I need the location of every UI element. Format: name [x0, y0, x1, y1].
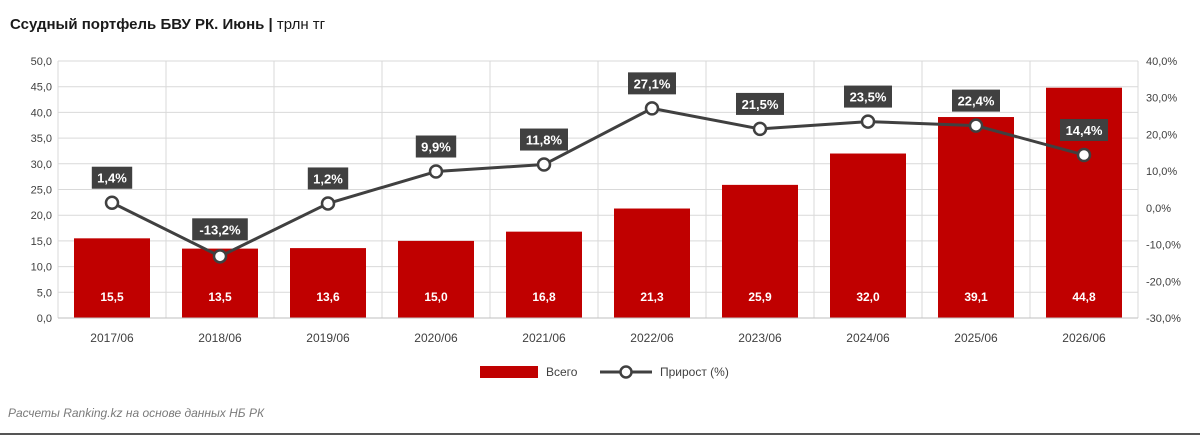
x-tick-label: 2024/06: [846, 331, 890, 345]
growth-label: 27,1%: [634, 76, 671, 91]
y-right-tick-label: -10,0%: [1146, 240, 1181, 252]
legend-bar-label: Всего: [546, 365, 578, 379]
bar: [614, 208, 690, 318]
growth-label: 21,5%: [742, 97, 779, 112]
y-right-tick-label: -30,0%: [1146, 313, 1181, 325]
y-left-tick-label: 30,0: [31, 159, 52, 171]
y-right-tick-label: 20,0%: [1146, 129, 1177, 141]
y-right-tick-label: 0,0%: [1146, 203, 1171, 215]
x-tick-label: 2020/06: [414, 331, 458, 345]
x-tick-label: 2022/06: [630, 331, 674, 345]
bar: [830, 153, 906, 318]
y-right-tick-label: 40,0%: [1146, 56, 1177, 68]
bar: [74, 238, 150, 318]
growth-label-box: [844, 85, 892, 108]
y-left-tick-label: 20,0: [31, 210, 52, 222]
growth-marker: [320, 196, 336, 211]
x-tick-label: 2019/06: [306, 331, 350, 345]
growth-line: [111, 106, 1085, 258]
bar-value-label: 44,8: [1072, 290, 1096, 304]
legend-line-marker: [619, 365, 633, 379]
bar-value-label: 15,5: [100, 290, 124, 304]
legend-line-label: Прирост (%): [660, 365, 729, 379]
x-tick-label: 2026/06: [1062, 331, 1106, 345]
bar-value-label: 13,5: [208, 290, 232, 304]
loan-portfolio-chart: 0,0 5,0 10,0 15,0 20,0 25,0 30,0 35,0 40,0 45,0 50…: [31, 56, 1181, 379]
chart-title-main: Ссудный портфель БВУ РК. Июнь: [10, 16, 265, 33]
y-left-tick-label: 50,0: [31, 56, 52, 68]
growth-marker: [212, 249, 228, 264]
growth-label-box: [520, 128, 568, 151]
bar: [938, 117, 1014, 318]
chart-title-unit: трлн тг: [276, 16, 326, 33]
source-note: Расчеты Ranking.kz на основе данных НБ Р…: [8, 406, 265, 420]
legend-bar-swatch: [480, 366, 538, 378]
growth-label-box: [91, 166, 133, 189]
growth-label: 22,4%: [958, 94, 995, 109]
y-right-tick-label: 10,0%: [1146, 166, 1177, 178]
growth-marker: [752, 121, 768, 137]
x-tick-label: 2018/06: [198, 331, 242, 345]
growth-marker: [428, 164, 444, 179]
chart-title: Ссудный портфель БВУ РК. Июнь | трлн тг: [10, 16, 325, 33]
growth-marker: [968, 118, 984, 133]
bar-value-label: 25,9: [748, 290, 772, 304]
y-left-tick-label: 15,0: [31, 236, 52, 248]
growth-label: 11,8%: [526, 133, 563, 148]
growth-label-box: [628, 72, 676, 95]
bottom-rule: [0, 433, 1200, 435]
growth-marker: [1076, 147, 1092, 163]
growth-label: 23,5%: [850, 90, 887, 105]
bar-value-label: 39,1: [964, 290, 988, 304]
y-right-tick-label: 30,0%: [1146, 93, 1177, 105]
y-left-tick-label: 10,0: [31, 262, 52, 274]
bar-value-label: 32,0: [856, 290, 880, 304]
bar: [398, 240, 474, 318]
growth-label-box: [192, 218, 248, 241]
y-left-tick-label: 0,0: [37, 313, 52, 325]
growth-label-box: [307, 167, 349, 190]
x-tick-label: 2017/06: [90, 331, 134, 345]
bar: [722, 184, 798, 318]
growth-label: 1,4%: [97, 171, 127, 186]
y-left-tick-label: 5,0: [37, 287, 52, 299]
x-tick-label: 2023/06: [738, 331, 782, 345]
y-right-tick-label: -20,0%: [1146, 276, 1181, 288]
y-left-tick-label: 35,0: [31, 133, 52, 145]
y-left-tick-label: 45,0: [31, 82, 52, 94]
growth-label: -13,2%: [199, 222, 241, 237]
growth-marker: [644, 101, 660, 116]
growth-label: 9,9%: [421, 140, 451, 155]
growth-label: 1,2%: [313, 171, 343, 186]
bar: [290, 248, 366, 318]
growth-marker: [860, 114, 876, 129]
growth-marker: [536, 157, 552, 172]
bar-value-label: 13,6: [316, 290, 340, 304]
x-tick-label: 2021/06: [522, 331, 566, 345]
bar-value-label: 15,0: [424, 290, 448, 304]
growth-label: 14,4%: [1066, 123, 1103, 138]
chart-title-separator: |: [264, 16, 277, 33]
bar: [506, 231, 582, 318]
growth-label-box: [736, 92, 784, 115]
bar-value-label: 21,3: [640, 290, 664, 304]
growth-marker: [104, 195, 120, 210]
bar-value-label: 16,8: [532, 290, 556, 304]
growth-label-box: [1060, 118, 1108, 141]
y-left-tick-label: 25,0: [31, 185, 52, 197]
y-left-tick-label: 40,0: [31, 107, 52, 119]
x-tick-label: 2025/06: [954, 331, 998, 345]
growth-label-box: [415, 135, 457, 158]
growth-label-box: [952, 89, 1000, 112]
